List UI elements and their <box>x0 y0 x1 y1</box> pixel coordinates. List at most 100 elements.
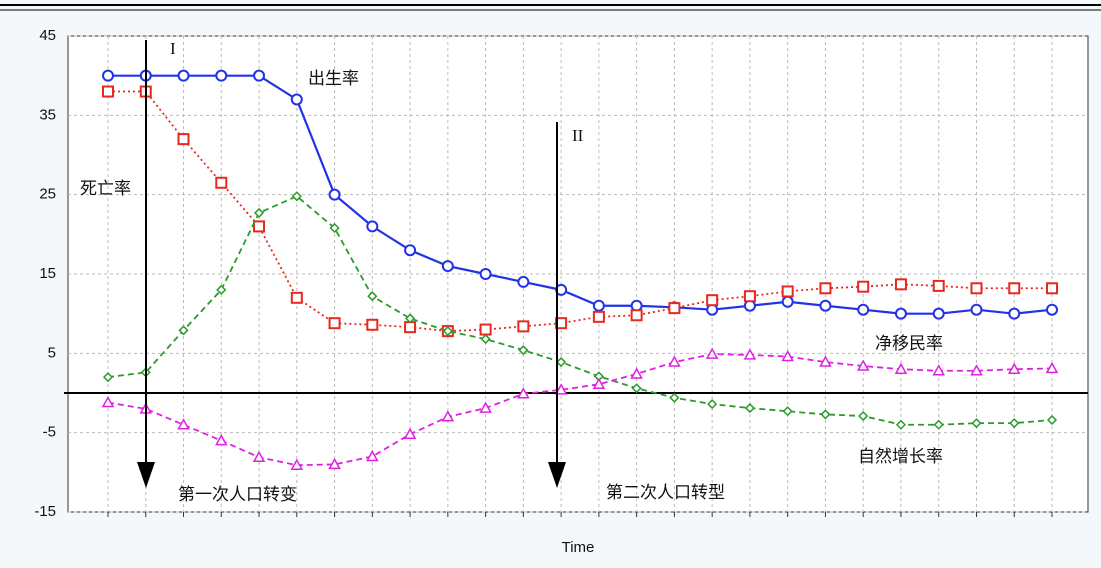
point <box>328 188 341 201</box>
point <box>743 299 756 312</box>
point <box>367 291 378 302</box>
point <box>894 307 907 320</box>
point <box>819 299 832 312</box>
point <box>517 275 530 288</box>
point <box>253 207 265 218</box>
point <box>328 317 341 330</box>
point <box>102 372 114 383</box>
point <box>328 457 341 470</box>
point <box>592 377 606 390</box>
point <box>215 434 228 446</box>
point <box>669 392 680 403</box>
y-tick-label: 45 <box>39 27 56 44</box>
point <box>630 299 643 312</box>
point <box>856 359 870 371</box>
point <box>744 403 755 414</box>
point <box>932 364 945 376</box>
point <box>970 303 983 316</box>
point <box>479 323 492 336</box>
point <box>1046 282 1058 295</box>
point <box>177 418 190 430</box>
point <box>517 387 530 399</box>
point <box>707 399 718 410</box>
point <box>329 222 340 234</box>
point <box>743 290 756 303</box>
point <box>290 93 303 106</box>
point <box>1009 418 1020 429</box>
point <box>177 69 190 82</box>
point <box>441 410 455 422</box>
point <box>554 383 568 395</box>
point <box>1007 362 1021 374</box>
point <box>781 285 794 298</box>
series-line <box>107 195 1053 426</box>
y-tick-label: -15 <box>34 503 56 520</box>
point <box>970 282 983 295</box>
point <box>630 309 643 322</box>
point <box>177 133 190 146</box>
y-tick-label: 25 <box>39 186 56 203</box>
point <box>592 310 605 323</box>
point <box>706 294 719 307</box>
point <box>518 345 529 356</box>
point <box>1046 303 1058 316</box>
y-tick-label: 5 <box>48 344 56 361</box>
annotation: 死亡率 <box>80 179 131 198</box>
point <box>404 321 417 334</box>
point <box>932 279 945 292</box>
point <box>479 268 492 280</box>
point <box>215 176 228 189</box>
arrow-head <box>137 462 155 488</box>
point <box>781 295 794 308</box>
point <box>781 349 794 362</box>
point <box>366 318 379 331</box>
point <box>290 291 303 304</box>
series-line <box>108 90 1052 333</box>
y-tick-label: -5 <box>43 424 56 441</box>
point <box>517 320 530 333</box>
y-tick-label: 15 <box>39 265 56 282</box>
point <box>216 284 227 295</box>
point <box>1008 307 1021 320</box>
annotation: 第一次人口转变 <box>178 485 297 504</box>
point <box>215 69 228 82</box>
point <box>857 280 870 293</box>
point <box>405 313 416 324</box>
point <box>820 409 831 420</box>
point <box>366 220 379 233</box>
annotation: 第二次人口转型 <box>606 483 725 502</box>
point <box>858 410 869 422</box>
point <box>819 282 832 295</box>
point <box>101 395 115 408</box>
point <box>631 383 642 394</box>
point <box>178 325 189 336</box>
point <box>479 401 492 413</box>
point <box>1046 414 1058 426</box>
point <box>1045 361 1059 374</box>
point <box>291 191 302 202</box>
point <box>441 260 454 273</box>
point <box>102 69 114 82</box>
point <box>819 355 832 367</box>
arrow-head <box>548 462 566 488</box>
y-tick-label: 35 <box>39 106 56 123</box>
point <box>252 450 266 463</box>
point <box>366 449 379 462</box>
annotation: 净移民率 <box>875 334 943 353</box>
point <box>894 362 908 374</box>
point <box>480 333 491 345</box>
annotation: 自然增长率 <box>858 447 943 466</box>
point <box>932 307 945 320</box>
point <box>404 244 417 257</box>
annotation: II <box>572 126 584 145</box>
point <box>857 303 870 316</box>
point <box>971 418 982 429</box>
annotation: 出生率 <box>308 69 359 88</box>
point <box>933 419 944 430</box>
point <box>743 348 757 360</box>
series-line <box>108 74 1053 315</box>
annotation: I <box>170 39 176 58</box>
point <box>895 419 907 430</box>
point <box>668 302 681 315</box>
